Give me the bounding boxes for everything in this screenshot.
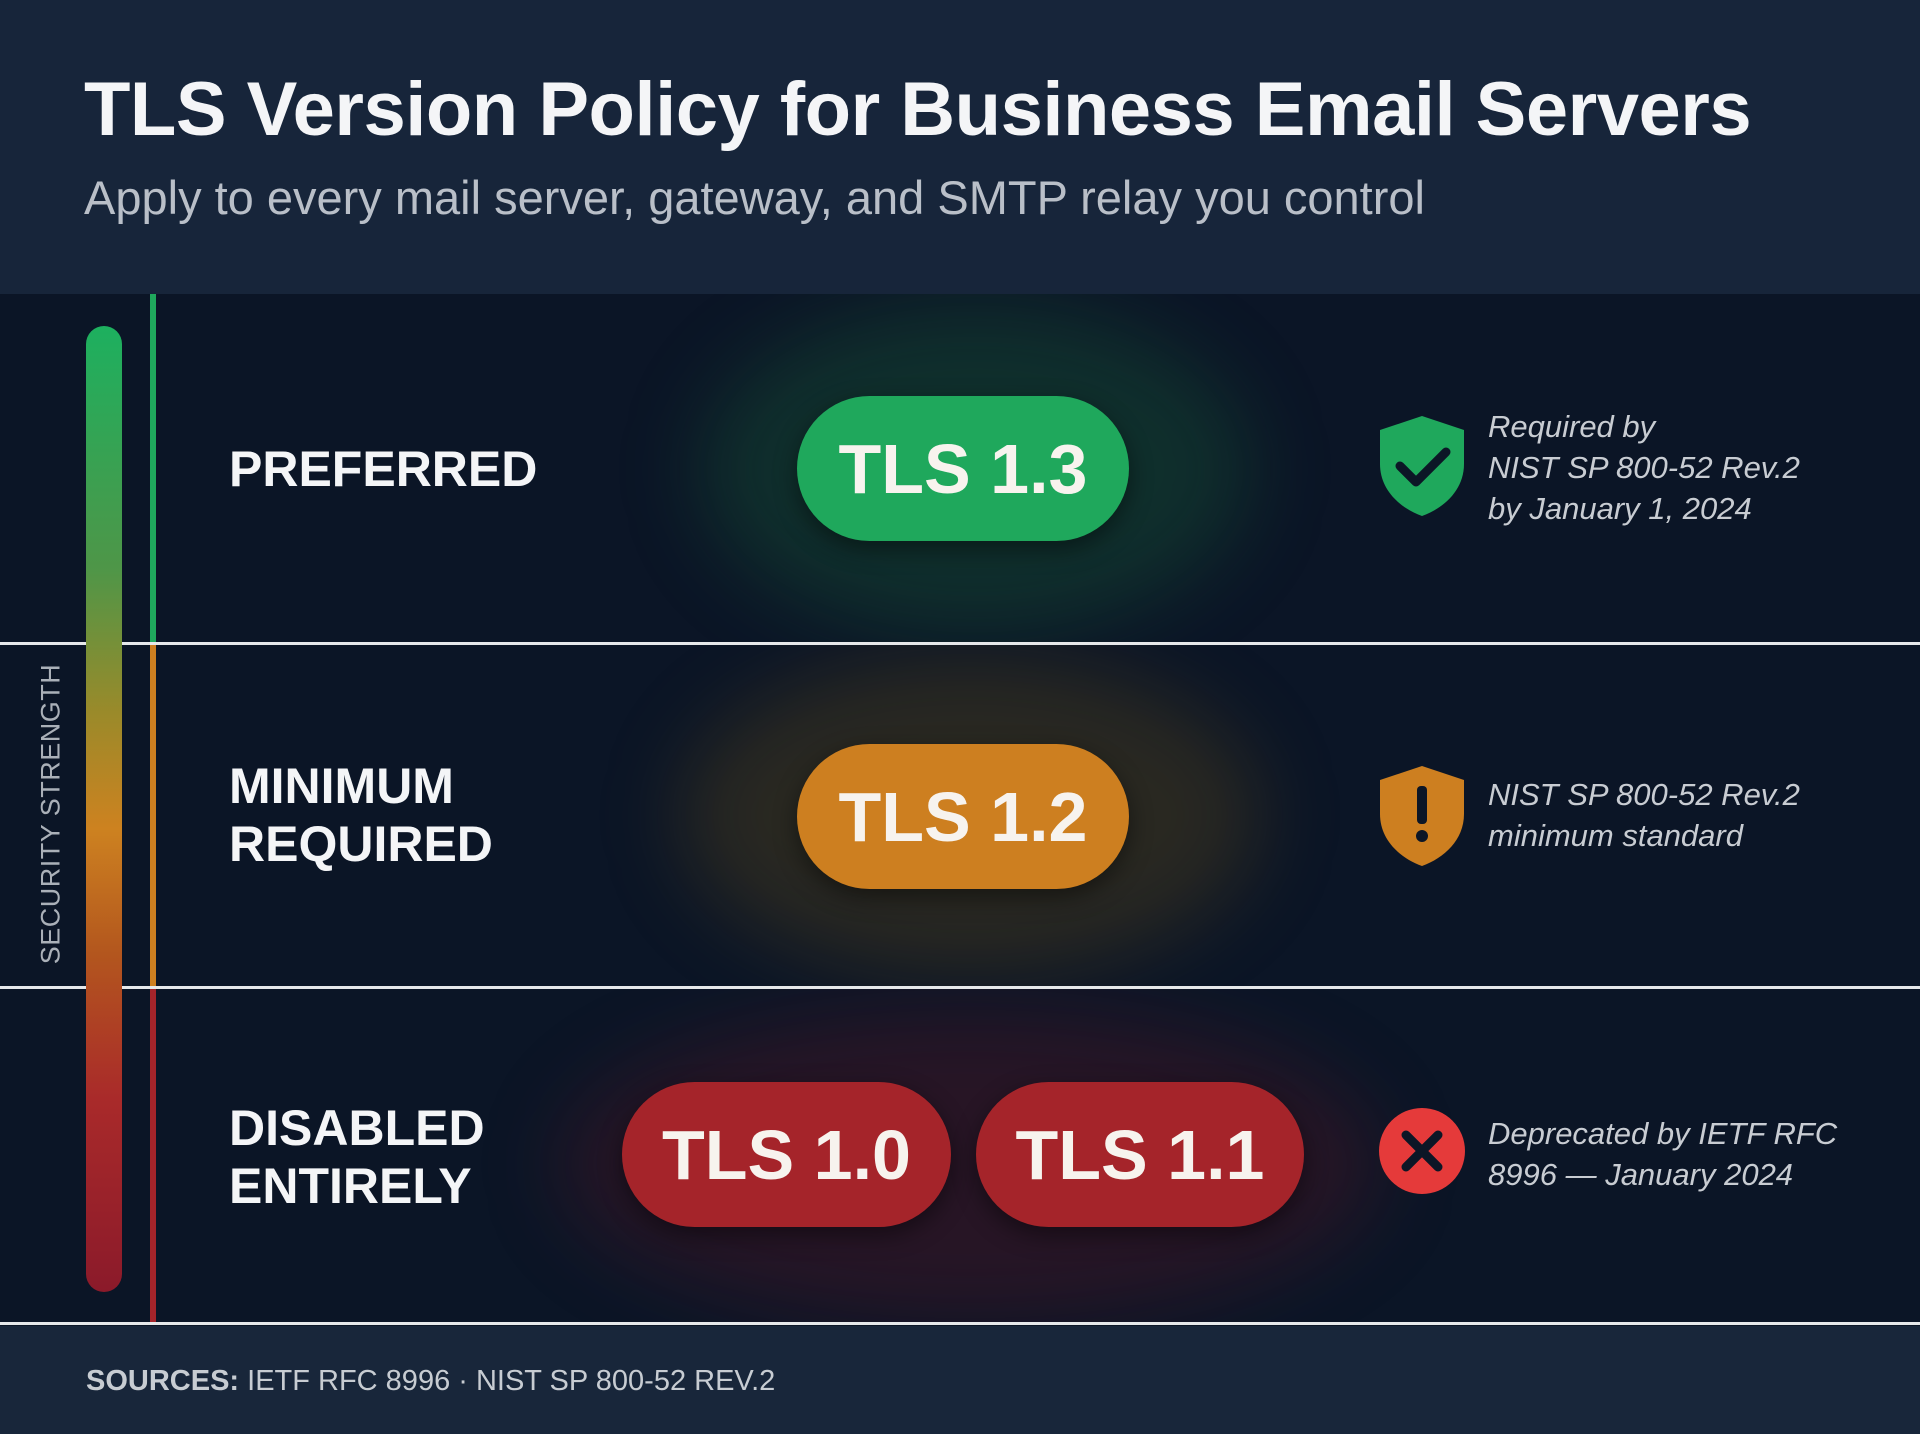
- note-line: 8996 — January 2024: [1488, 1157, 1794, 1192]
- row-note: Required by NIST SP 800-52 Rev.2 by Janu…: [1488, 406, 1800, 529]
- row-label-line: ENTIRELY: [229, 1158, 472, 1214]
- row-accent: [150, 989, 156, 1322]
- shield-check-icon: [1380, 416, 1464, 516]
- header: [0, 0, 1920, 294]
- note-line: minimum standard: [1488, 818, 1743, 853]
- page-subtitle: Apply to every mail server, gateway, and…: [84, 171, 1425, 224]
- row-disabled-entirely: DISABLED ENTIRELY TLS 1.0 TLS 1.1 Deprec…: [0, 989, 1920, 1322]
- note-line: NIST SP 800-52 Rev.2: [1488, 450, 1800, 485]
- x-circle-icon: [1379, 1108, 1465, 1194]
- footer: [0, 1326, 1920, 1434]
- sources-text: SOURCES: IETF RFC 8996 · NIST SP 800-52 …: [86, 1365, 775, 1398]
- version-pill-tls-1-2: TLS 1.2: [797, 744, 1129, 889]
- row-label-line: MINIMUM: [229, 758, 454, 814]
- sources-label: SOURCES:: [86, 1365, 240, 1397]
- row-label: PREFERRED: [229, 440, 537, 498]
- row-accent: [150, 294, 156, 644]
- divider: [0, 986, 1920, 989]
- row-label-line: PREFERRED: [229, 441, 538, 497]
- security-strength-label: SECURITY STRENGTH: [35, 663, 66, 965]
- divider: [0, 1322, 1920, 1325]
- row-label-line: DISABLED: [229, 1100, 485, 1156]
- sources-list: IETF RFC 8996 · NIST SP 800-52 REV.2: [247, 1365, 776, 1397]
- note-line: by January 1, 2024: [1488, 491, 1752, 526]
- note-line: NIST SP 800-52 Rev.2: [1488, 777, 1800, 812]
- shield-exclamation-icon: [1380, 766, 1464, 866]
- row-accent: [150, 645, 156, 986]
- page-title: TLS Version Policy for Business Email Se…: [84, 67, 1752, 152]
- row-preferred: PREFERRED TLS 1.3 Required by NIST SP 80…: [0, 294, 1920, 644]
- row-label: DISABLED ENTIRELY: [229, 1099, 485, 1215]
- version-pill-tls-1-0: TLS 1.0: [622, 1082, 951, 1227]
- row-minimum-required: MINIMUM REQUIRED TLS 1.2 NIST SP 800-52 …: [0, 645, 1920, 986]
- row-label: MINIMUM REQUIRED: [229, 757, 493, 873]
- security-strength-gradient-bar: [86, 326, 122, 1292]
- row-note: Deprecated by IETF RFC 8996 — January 20…: [1488, 1113, 1837, 1195]
- row-note: NIST SP 800-52 Rev.2 minimum standard: [1488, 774, 1800, 856]
- divider: [0, 642, 1920, 645]
- version-pill-tls-1-1: TLS 1.1: [976, 1082, 1304, 1227]
- note-line: Required by: [1488, 409, 1656, 444]
- version-pill-tls-1-3: TLS 1.3: [797, 396, 1129, 541]
- note-line: Deprecated by IETF RFC: [1488, 1116, 1838, 1151]
- row-label-line: REQUIRED: [229, 816, 493, 872]
